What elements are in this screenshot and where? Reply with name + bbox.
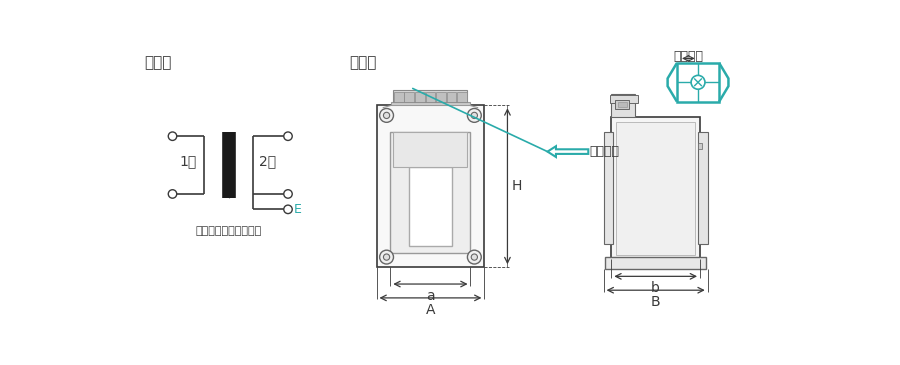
Bar bbox=[415, 92, 425, 101]
Text: 2次: 2次 bbox=[258, 154, 276, 168]
Circle shape bbox=[472, 254, 478, 260]
Circle shape bbox=[380, 250, 393, 264]
Circle shape bbox=[380, 108, 393, 122]
Text: 結線図: 結線図 bbox=[144, 55, 171, 70]
Bar bbox=[391, 132, 471, 253]
Text: B: B bbox=[651, 295, 661, 309]
Text: （静電シールド端子）: （静電シールド端子） bbox=[195, 226, 262, 236]
Circle shape bbox=[467, 250, 482, 264]
Bar bbox=[393, 90, 467, 102]
Text: a: a bbox=[426, 289, 435, 303]
Circle shape bbox=[284, 205, 292, 214]
Bar bbox=[457, 92, 467, 101]
Bar bbox=[698, 132, 707, 244]
Circle shape bbox=[284, 132, 292, 141]
Text: 端子ネジ: 端子ネジ bbox=[590, 145, 620, 158]
Bar bbox=[616, 122, 696, 255]
Circle shape bbox=[284, 190, 292, 198]
Bar bbox=[604, 132, 613, 244]
Bar bbox=[611, 117, 700, 260]
Bar bbox=[392, 102, 470, 105]
Circle shape bbox=[383, 254, 390, 260]
Circle shape bbox=[168, 132, 176, 141]
Bar bbox=[404, 92, 414, 101]
Circle shape bbox=[472, 112, 478, 119]
Bar bbox=[677, 63, 719, 101]
Polygon shape bbox=[547, 146, 589, 157]
Circle shape bbox=[467, 108, 482, 122]
Text: H: H bbox=[512, 179, 522, 193]
Bar bbox=[610, 95, 637, 103]
Bar bbox=[616, 100, 629, 109]
Text: 寸法図: 寸法図 bbox=[349, 55, 377, 70]
Text: E: E bbox=[293, 203, 302, 216]
Text: 1次: 1次 bbox=[179, 154, 197, 168]
Bar bbox=[426, 92, 436, 101]
Bar bbox=[611, 94, 634, 117]
Bar bbox=[605, 257, 706, 269]
Bar bbox=[409, 167, 452, 246]
Circle shape bbox=[691, 75, 705, 89]
Bar bbox=[446, 92, 456, 101]
Text: 端子間隔: 端子間隔 bbox=[673, 50, 704, 63]
Bar bbox=[698, 143, 702, 149]
Circle shape bbox=[168, 190, 176, 198]
Bar bbox=[394, 92, 404, 101]
Bar bbox=[376, 105, 484, 267]
Bar bbox=[617, 102, 626, 107]
Text: A: A bbox=[426, 303, 436, 316]
Circle shape bbox=[383, 112, 390, 119]
Text: b: b bbox=[652, 281, 660, 295]
Bar bbox=[393, 132, 467, 167]
Bar bbox=[436, 92, 446, 101]
